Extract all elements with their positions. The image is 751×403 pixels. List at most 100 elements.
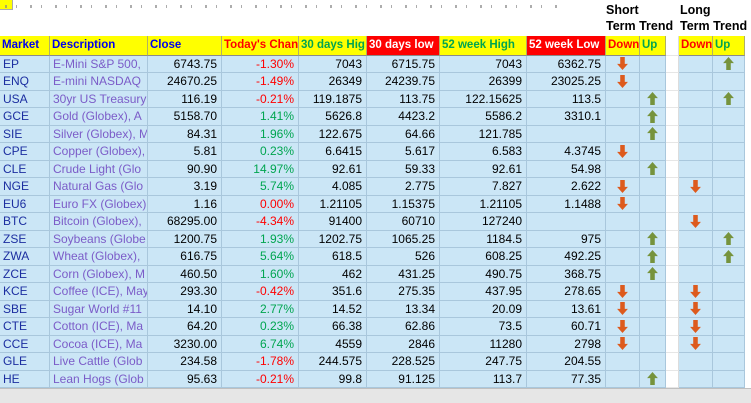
cell-52w-high[interactable]: 73.5: [440, 318, 527, 336]
col-header-description[interactable]: Description: [50, 36, 148, 56]
cell-description[interactable]: 30yr US Treasury: [50, 90, 148, 108]
cell-52w-low[interactable]: 975: [527, 230, 606, 248]
cell-long-term-up[interactable]: [713, 143, 745, 161]
cell-change[interactable]: 1.93%: [222, 230, 299, 248]
cell-long-term-down[interactable]: [679, 55, 713, 73]
cell-long-term-up[interactable]: [713, 230, 745, 248]
cell-gap[interactable]: [666, 108, 679, 126]
cell-gap[interactable]: [666, 230, 679, 248]
cell-long-term-down[interactable]: [679, 195, 713, 213]
cell-market[interactable]: GCE: [0, 108, 50, 126]
cell-52w-high[interactable]: 247.75: [440, 353, 527, 371]
cell-30d-low[interactable]: 2846: [367, 335, 440, 353]
cell-30d-high[interactable]: 618.5: [299, 248, 367, 266]
cell-52w-low[interactable]: 278.65: [527, 283, 606, 301]
col-header-30d-low[interactable]: 30 days low: [367, 36, 440, 56]
cell-short-term-down[interactable]: [606, 265, 640, 283]
cell-short-term-up[interactable]: [640, 300, 666, 318]
cell-market[interactable]: SBE: [0, 300, 50, 318]
cell-52w-high[interactable]: 1.21105: [440, 195, 527, 213]
cell-gap[interactable]: [666, 90, 679, 108]
cell-30d-low[interactable]: 4423.2: [367, 108, 440, 126]
cell-close[interactable]: 90.90: [148, 160, 222, 178]
cell-30d-low[interactable]: 91.125: [367, 370, 440, 388]
cell-market[interactable]: ZCE: [0, 265, 50, 283]
cell-30d-low[interactable]: 431.25: [367, 265, 440, 283]
cell-close[interactable]: 6743.75: [148, 55, 222, 73]
cell-market[interactable]: ZWA: [0, 248, 50, 266]
cell-52w-low[interactable]: 113.5: [527, 90, 606, 108]
cell-30d-low[interactable]: 24239.75: [367, 73, 440, 91]
cell-30d-low[interactable]: 1.15375: [367, 195, 440, 213]
cell-long-term-up[interactable]: [713, 108, 745, 126]
cell-description[interactable]: E-mini NASDAQ: [50, 73, 148, 91]
cell-market[interactable]: SIE: [0, 125, 50, 143]
cell-long-term-up[interactable]: [713, 300, 745, 318]
cell-long-term-up[interactable]: [713, 283, 745, 301]
cell-gap[interactable]: [666, 370, 679, 388]
cell-close[interactable]: 460.50: [148, 265, 222, 283]
cell-short-term-down[interactable]: [606, 178, 640, 196]
cell-change[interactable]: 1.41%: [222, 108, 299, 126]
cell-52w-low[interactable]: 1.1488: [527, 195, 606, 213]
cell-close[interactable]: 14.10: [148, 300, 222, 318]
cell-short-term-up[interactable]: [640, 160, 666, 178]
cell-short-term-up[interactable]: [640, 265, 666, 283]
cell-long-term-down[interactable]: [679, 213, 713, 231]
cell-short-term-up[interactable]: [640, 248, 666, 266]
cell-gap[interactable]: [666, 213, 679, 231]
cell-short-term-down[interactable]: [606, 300, 640, 318]
cell-30d-low[interactable]: 60710: [367, 213, 440, 231]
cell-52w-high[interactable]: 127240: [440, 213, 527, 231]
cell-change[interactable]: 6.74%: [222, 335, 299, 353]
cell-close[interactable]: 3.19: [148, 178, 222, 196]
cell-52w-low[interactable]: 60.71: [527, 318, 606, 336]
cell-52w-low[interactable]: 23025.25: [527, 73, 606, 91]
cell-30d-low[interactable]: 275.35: [367, 283, 440, 301]
cell-change[interactable]: -1.30%: [222, 55, 299, 73]
col-header-long-up[interactable]: Up: [713, 36, 745, 56]
cell-description[interactable]: Coffee (ICE), May: [50, 283, 148, 301]
cell-short-term-down[interactable]: [606, 108, 640, 126]
cell-close[interactable]: 116.19: [148, 90, 222, 108]
cell-change[interactable]: 14.97%: [222, 160, 299, 178]
cell-52w-high[interactable]: 122.15625: [440, 90, 527, 108]
cell-description[interactable]: Euro FX (Globex): [50, 195, 148, 213]
cell-30d-high[interactable]: 5626.8: [299, 108, 367, 126]
cell-30d-low[interactable]: 6715.75: [367, 55, 440, 73]
cell-description[interactable]: Cotton (ICE), Ma: [50, 318, 148, 336]
cell-market[interactable]: KCE: [0, 283, 50, 301]
cell-gap[interactable]: [666, 195, 679, 213]
cell-long-term-up[interactable]: [713, 370, 745, 388]
cell-30d-high[interactable]: 6.6415: [299, 143, 367, 161]
cell-52w-low[interactable]: [527, 213, 606, 231]
cell-30d-low[interactable]: 64.66: [367, 125, 440, 143]
cell-30d-low[interactable]: 228.525: [367, 353, 440, 371]
cell-short-term-up[interactable]: [640, 55, 666, 73]
cell-close[interactable]: 1.16: [148, 195, 222, 213]
cell-30d-low[interactable]: 2.775: [367, 178, 440, 196]
cell-description[interactable]: E-Mini S&P 500,: [50, 55, 148, 73]
cell-52w-low[interactable]: 2798: [527, 335, 606, 353]
cell-52w-high[interactable]: 6.583: [440, 143, 527, 161]
cell-short-term-down[interactable]: [606, 195, 640, 213]
cell-long-term-down[interactable]: [679, 73, 713, 91]
cell-close[interactable]: 5.81: [148, 143, 222, 161]
cell-gap[interactable]: [666, 335, 679, 353]
cell-close[interactable]: 3230.00: [148, 335, 222, 353]
col-header-52w-low[interactable]: 52 week Low: [527, 36, 606, 56]
cell-short-term-down[interactable]: [606, 370, 640, 388]
cell-gap[interactable]: [666, 125, 679, 143]
cell-52w-low[interactable]: 3310.1: [527, 108, 606, 126]
cell-30d-high[interactable]: 14.52: [299, 300, 367, 318]
cell-30d-high[interactable]: 119.1875: [299, 90, 367, 108]
cell-short-term-down[interactable]: [606, 55, 640, 73]
cell-30d-high[interactable]: 462: [299, 265, 367, 283]
cell-30d-high[interactable]: 7043: [299, 55, 367, 73]
cell-close[interactable]: 234.58: [148, 353, 222, 371]
cell-description[interactable]: Soybeans (Globe: [50, 230, 148, 248]
cell-change[interactable]: 2.77%: [222, 300, 299, 318]
cell-close[interactable]: 95.63: [148, 370, 222, 388]
cell-30d-high[interactable]: 1.21105: [299, 195, 367, 213]
col-header-52w-high[interactable]: 52 week High: [440, 36, 527, 56]
